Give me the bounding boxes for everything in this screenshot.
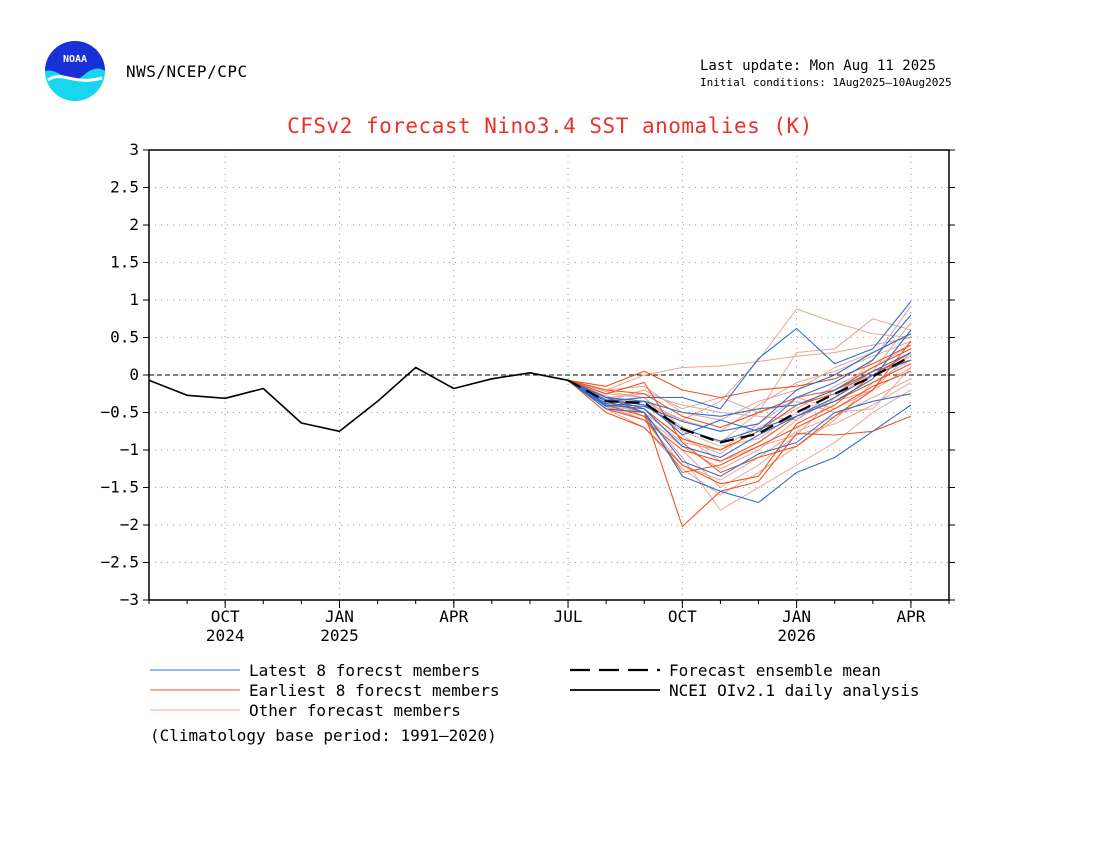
y-tick-label: 0: [129, 365, 139, 384]
latest-member-line: [567, 352, 912, 417]
latest-member-line: [567, 301, 912, 410]
y-tick-label: 2.5: [110, 178, 139, 197]
earliest-member-line: [567, 348, 912, 429]
legend-label-mean: Forecast ensemble mean: [669, 661, 881, 680]
other-member-line: [567, 352, 912, 451]
other-member-line: [567, 367, 912, 447]
y-tick-label: 2: [129, 215, 139, 234]
other-member-line: [567, 359, 912, 496]
last-update: Last update: Mon Aug 11 2025: [700, 58, 937, 74]
legend-label-analysis: NCEI OIv2.1 daily analysis: [669, 681, 919, 700]
y-tick-label: −1.5: [100, 478, 139, 497]
x-tick-label: OCT: [668, 607, 697, 626]
y-tick-label: −2: [120, 515, 139, 534]
y-tick-label: −3: [120, 590, 139, 609]
x-tick-year-label: 2024: [206, 626, 245, 645]
other-member-line: [567, 379, 912, 462]
y-tick-label: 1: [129, 290, 139, 309]
x-tick-label: JAN: [782, 607, 811, 626]
latest-member-line: [567, 359, 912, 442]
earliest-member-line: [567, 359, 912, 451]
noaa-logo: NOAA: [44, 40, 106, 102]
chart-title: CFSv2 forecast Nino3.4 SST anomalies (K): [287, 114, 813, 138]
latest-member-line: [567, 379, 912, 477]
latest-member-line: [567, 314, 912, 436]
legend-label-other: Other forecast members: [249, 701, 461, 720]
latest-member-line: [567, 379, 912, 504]
x-tick-label: OCT: [211, 607, 240, 626]
other-member-line: [567, 308, 911, 421]
y-tick-label: −2.5: [100, 553, 139, 572]
other-member-line: [567, 333, 912, 421]
x-tick-label: JAN: [325, 607, 354, 626]
initial-conditions: Initial conditions: 1Aug2025–10Aug2025: [700, 76, 952, 89]
other-member-line: [567, 337, 911, 391]
y-tick-label: −1: [120, 440, 139, 459]
x-tick-label: JUL: [554, 607, 583, 626]
other-member-line: [567, 322, 912, 421]
y-tick-label: 1.5: [110, 253, 139, 272]
svg-text:NOAA: NOAA: [63, 54, 87, 65]
analysis-line: [148, 366, 569, 433]
climatology-note: (Climatology base period: 1991–2020): [150, 726, 497, 745]
x-tick-label: APR: [896, 607, 925, 626]
earliest-member-line: [567, 363, 912, 462]
legend-label-earliest: Earliest 8 forecst members: [249, 681, 499, 700]
y-tick-label: −0.5: [100, 403, 139, 422]
y-tick-label: 3: [129, 140, 139, 159]
x-tick-label: APR: [439, 607, 468, 626]
x-tick-year-label: 2025: [320, 626, 359, 645]
legend-label-latest: Latest 8 forecst members: [249, 661, 480, 680]
agency-label: NWS/NCEP/CPC: [126, 62, 248, 81]
y-tick-label: 0.5: [110, 328, 139, 347]
latest-member-line: [567, 329, 912, 459]
x-tick-year-label: 2026: [777, 626, 816, 645]
